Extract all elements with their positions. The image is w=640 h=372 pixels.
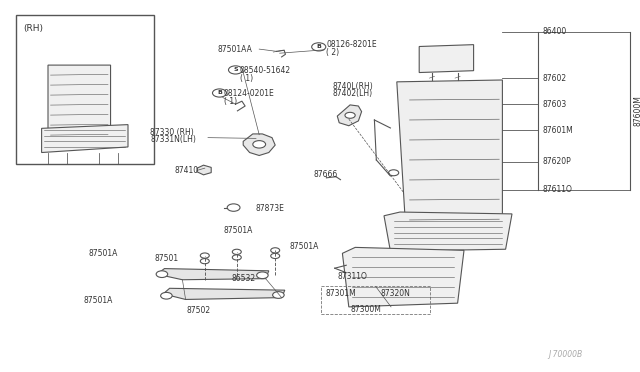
Polygon shape <box>42 125 128 153</box>
Circle shape <box>312 43 326 51</box>
Text: 87502: 87502 <box>187 306 211 315</box>
Circle shape <box>232 255 241 260</box>
Text: ( 1): ( 1) <box>240 74 253 83</box>
Text: 87410: 87410 <box>174 166 198 175</box>
Text: ( 2): ( 2) <box>326 48 340 57</box>
Circle shape <box>212 89 227 97</box>
Circle shape <box>271 248 280 253</box>
Circle shape <box>345 112 355 118</box>
Text: 87873E: 87873E <box>256 204 285 213</box>
Polygon shape <box>384 212 512 251</box>
Text: 87603: 87603 <box>543 100 567 109</box>
Polygon shape <box>337 105 362 126</box>
Text: 87611O: 87611O <box>543 185 573 194</box>
Text: 08540-51642: 08540-51642 <box>240 66 291 75</box>
Circle shape <box>232 249 241 254</box>
Text: 87501AA: 87501AA <box>218 45 253 54</box>
Text: 87501A: 87501A <box>88 249 118 258</box>
Text: 87300M: 87300M <box>351 305 381 314</box>
Text: 87301M: 87301M <box>325 289 356 298</box>
Text: B: B <box>316 44 321 49</box>
Circle shape <box>200 253 209 258</box>
Text: (RH): (RH) <box>24 24 44 33</box>
Bar <box>16 15 154 164</box>
Circle shape <box>161 292 172 299</box>
Bar <box>321 286 430 314</box>
Circle shape <box>156 271 168 278</box>
Polygon shape <box>419 45 474 73</box>
Text: 87620P: 87620P <box>543 157 572 166</box>
Text: 08124-0201E: 08124-0201E <box>224 89 275 98</box>
Text: 87311O: 87311O <box>338 272 368 280</box>
Circle shape <box>253 141 266 148</box>
Text: 87501A: 87501A <box>83 296 113 305</box>
Text: 86532: 86532 <box>232 274 256 283</box>
Text: 87602: 87602 <box>543 74 567 83</box>
Text: S: S <box>233 67 238 73</box>
Text: 87501: 87501 <box>155 254 179 263</box>
Circle shape <box>257 272 268 279</box>
Circle shape <box>200 259 209 264</box>
Polygon shape <box>48 65 111 145</box>
Text: 8740L(RH): 8740L(RH) <box>333 82 374 91</box>
Circle shape <box>271 253 280 259</box>
Text: 08126-8201E: 08126-8201E <box>326 40 377 49</box>
Text: 86400: 86400 <box>543 27 567 36</box>
Text: 87501A: 87501A <box>224 226 253 235</box>
Text: 87600M: 87600M <box>634 95 640 126</box>
Text: 87320N: 87320N <box>380 289 410 298</box>
Text: 87501A: 87501A <box>289 242 319 251</box>
Polygon shape <box>243 134 275 155</box>
Circle shape <box>228 66 243 74</box>
Text: B: B <box>217 90 222 96</box>
Circle shape <box>388 170 399 176</box>
Circle shape <box>227 204 240 211</box>
Text: 87402(LH): 87402(LH) <box>333 89 373 98</box>
Text: ( 1): ( 1) <box>224 97 237 106</box>
Text: 87331N(LH): 87331N(LH) <box>150 135 196 144</box>
Polygon shape <box>197 165 211 175</box>
Text: 87330 (RH): 87330 (RH) <box>150 128 194 137</box>
Text: 87666: 87666 <box>314 170 338 179</box>
Polygon shape <box>157 269 269 280</box>
Polygon shape <box>397 80 502 240</box>
Polygon shape <box>163 288 285 299</box>
Circle shape <box>273 292 284 298</box>
Text: 87601M: 87601M <box>543 126 573 135</box>
Polygon shape <box>342 247 464 307</box>
Text: J 70000B: J 70000B <box>548 350 582 359</box>
